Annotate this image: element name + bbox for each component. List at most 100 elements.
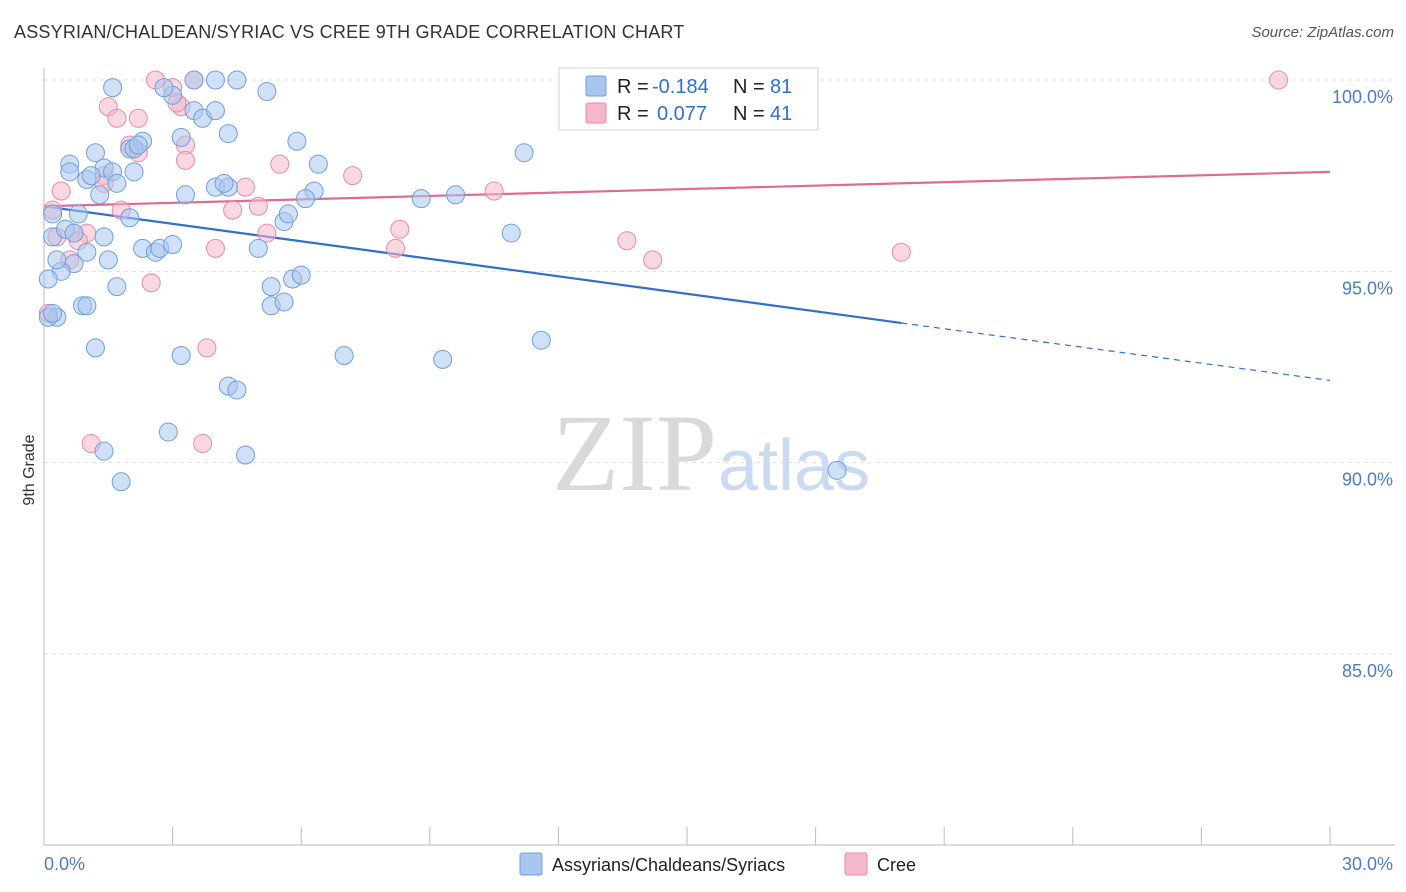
point-cree xyxy=(643,250,663,270)
point-cree xyxy=(386,238,406,258)
point-cree xyxy=(270,154,290,174)
point-cree xyxy=(617,231,637,251)
point-assyrians xyxy=(38,269,58,289)
point-cree xyxy=(128,108,148,128)
point-assyrians xyxy=(227,70,247,90)
point-assyrians xyxy=(64,223,84,243)
series-label-cree: Cree xyxy=(877,855,916,875)
y-axis-label: 9th Grade xyxy=(21,434,38,505)
point-assyrians xyxy=(107,277,127,297)
y-tick-labels: 100.0% 95.0% 90.0% 85.0% xyxy=(1332,87,1393,681)
point-assyrians xyxy=(68,204,88,224)
series-legend: Assyrians/Chaldeans/Syriacs Cree xyxy=(519,852,916,876)
point-assyrians xyxy=(171,346,191,366)
point-assyrians xyxy=(827,460,847,480)
legend-n-label-blue: N = xyxy=(733,76,765,98)
correlation-legend: R = -0.184 N = 81 R = 0.077 N = 41 xyxy=(558,67,819,131)
legend-swatch-blue xyxy=(585,75,607,97)
x-tick-label: 30.0% xyxy=(1342,854,1393,874)
data-points xyxy=(38,70,1289,492)
point-cree xyxy=(484,181,504,201)
point-cree xyxy=(257,223,277,243)
point-assyrians xyxy=(90,185,110,205)
point-assyrians xyxy=(257,81,277,101)
point-assyrians xyxy=(43,204,63,224)
point-assyrians xyxy=(433,349,453,369)
y-tick-label: 95.0% xyxy=(1342,278,1393,298)
point-assyrians xyxy=(103,78,123,98)
point-cree xyxy=(235,177,255,197)
point-assyrians xyxy=(287,131,307,151)
series-swatch-assyrians xyxy=(519,852,543,876)
legend-n-value-blue: 81 xyxy=(770,76,792,98)
legend-r-label-blue: R = xyxy=(617,76,649,98)
point-assyrians xyxy=(107,173,127,193)
point-assyrians xyxy=(171,127,191,147)
point-assyrians xyxy=(43,303,63,323)
trend-line-assyrians xyxy=(43,205,902,325)
point-assyrians xyxy=(531,330,551,350)
y-tick-label: 85.0% xyxy=(1342,661,1393,681)
legend-r-value-pink: 0.077 xyxy=(657,103,707,125)
point-cree xyxy=(51,181,71,201)
point-cree xyxy=(343,166,363,186)
point-cree xyxy=(248,196,268,216)
point-assyrians xyxy=(184,70,204,90)
point-assyrians xyxy=(47,250,67,270)
point-assyrians xyxy=(248,238,268,258)
point-assyrians xyxy=(514,143,534,163)
series-swatch-cree xyxy=(844,852,868,876)
point-assyrians xyxy=(124,162,144,182)
point-assyrians xyxy=(235,445,255,465)
point-assyrians xyxy=(278,204,298,224)
legend-r-label-pink: R = xyxy=(617,103,649,125)
point-assyrians xyxy=(77,296,97,316)
axes xyxy=(43,68,1395,846)
x-tick-labels: 0.0% 30.0% xyxy=(44,854,1393,874)
point-assyrians xyxy=(98,250,118,270)
point-assyrians xyxy=(205,101,225,121)
legend-n-label-pink: N = xyxy=(733,103,765,125)
gridlines xyxy=(44,79,1395,655)
point-assyrians xyxy=(274,292,294,312)
point-assyrians xyxy=(334,346,354,366)
point-cree xyxy=(175,150,195,170)
point-assyrians xyxy=(227,380,247,400)
point-assyrians xyxy=(175,185,195,205)
series-label-assyrians: Assyrians/Chaldeans/Syriacs xyxy=(552,855,785,875)
point-assyrians xyxy=(85,338,105,358)
point-assyrians xyxy=(218,124,238,144)
point-assyrians xyxy=(128,135,148,155)
point-assyrians xyxy=(81,166,101,186)
point-cree xyxy=(141,273,161,293)
point-assyrians xyxy=(261,277,281,297)
point-cree xyxy=(107,108,127,128)
point-cree xyxy=(1269,70,1289,90)
point-assyrians xyxy=(308,154,328,174)
point-assyrians xyxy=(411,189,431,209)
point-cree xyxy=(390,219,410,239)
legend-swatch-pink xyxy=(585,102,607,124)
watermark-atlas: atlas xyxy=(718,426,870,506)
point-assyrians xyxy=(291,265,311,285)
point-assyrians xyxy=(154,78,174,98)
point-assyrians xyxy=(446,185,466,205)
chart-title: ASSYRIAN/CHALDEAN/SYRIAC VS CREE 9TH GRA… xyxy=(14,22,685,42)
point-assyrians xyxy=(60,162,80,182)
point-cree xyxy=(193,434,213,454)
legend-n-value-pink: 41 xyxy=(770,103,792,125)
point-assyrians xyxy=(214,173,234,193)
point-assyrians xyxy=(295,189,315,209)
point-cree xyxy=(197,338,217,358)
point-assyrians xyxy=(501,223,521,243)
point-assyrians xyxy=(120,208,140,228)
point-cree xyxy=(891,242,911,262)
point-cree xyxy=(223,200,243,220)
legend-r-value-blue: -0.184 xyxy=(652,76,709,98)
point-assyrians xyxy=(111,472,131,492)
y-tick-label: 100.0% xyxy=(1332,87,1393,107)
point-assyrians xyxy=(77,242,97,262)
point-assyrians xyxy=(163,235,183,255)
point-assyrians xyxy=(85,143,105,163)
